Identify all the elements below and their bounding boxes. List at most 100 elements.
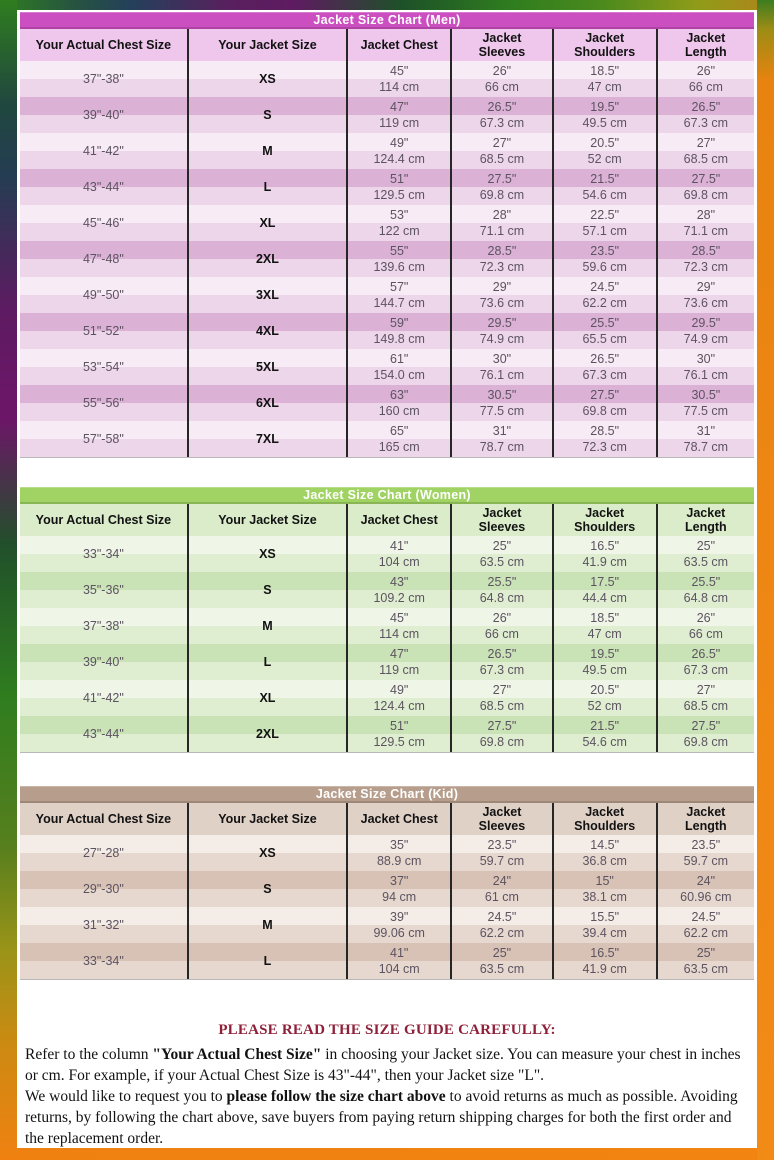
value-cm: 66 cm <box>484 627 519 641</box>
value-cm: 74.9 cm <box>479 332 525 346</box>
value-inches: 15.5" <box>590 910 620 924</box>
value-cm: 52 cm <box>587 152 622 166</box>
cell-jacket-length: 27" 68.5 cm <box>658 680 754 716</box>
value-cm: 63.5 cm <box>479 962 525 976</box>
value-inches: 51" <box>390 719 409 733</box>
value-cm: 59.7 cm <box>479 854 525 868</box>
column-header-jacket-chest: Jacket Chest <box>348 803 453 835</box>
cell-jacket-chest: 61" 154.0 cm <box>348 349 453 385</box>
value-inches: 35" <box>390 838 409 852</box>
value-cm: 88.9 cm <box>376 854 422 868</box>
value-inches: 43" <box>390 575 409 589</box>
value-inches: 18.5" <box>590 611 620 625</box>
value-inches: 41" <box>390 539 409 553</box>
cell-jacket-chest: 45" 114 cm <box>348 608 453 644</box>
value-cm: 67.3 cm <box>479 116 525 130</box>
cell-jacket-shoulders: 16.5" 41.9 cm <box>554 943 658 979</box>
value-inches: 31" <box>696 424 716 438</box>
value-cm: 68.5 cm <box>683 152 729 166</box>
kid-table-title: Jacket Size Chart (Kid) <box>20 786 754 803</box>
value-cm: 68.5 cm <box>479 152 525 166</box>
value-cm: 54.6 cm <box>582 188 627 202</box>
cell-jacket-sleeves: 30" 76.1 cm <box>452 349 554 385</box>
column-header-jacket-size: Your Jacket Size <box>189 29 349 61</box>
value-inches: 61" <box>390 352 409 366</box>
cell-jacket-length: 29.5" 74.9 cm <box>658 313 754 349</box>
size-row-l: 43"-44" L 51" 129.5 cm 27.5" 69.8 cm 21.5" 54.6… <box>20 169 754 205</box>
cell-jacket-chest: 47" 119 cm <box>348 97 453 133</box>
value-cm: 129.5 cm <box>373 735 425 749</box>
value-inches: 26" <box>492 611 512 625</box>
cell-jacket-shoulders: 14.5" 36.8 cm <box>554 835 658 871</box>
value-inches: 20.5" <box>590 136 620 150</box>
cell-jacket-length: 25" 63.5 cm <box>658 943 754 979</box>
value-inches: 24.5" <box>691 910 721 924</box>
value-inches: 30" <box>492 352 512 366</box>
cell-jacket-length: 28" 71.1 cm <box>658 205 754 241</box>
value-cm: 139.6 cm <box>373 260 425 274</box>
size-row-m: 31"-32" M 39" 99.06 cm 24.5" 62.2 cm 15.5" 39.4… <box>20 907 754 943</box>
value-inches: 29.5" <box>487 316 517 330</box>
cell-jacket-size: 3XL <box>189 277 349 313</box>
size-row-xl: 45"-46" XL 53" 122 cm 28" 71.1 cm 22.5" 57.1 cm… <box>20 205 754 241</box>
value-inches: 28.5" <box>691 244 721 258</box>
column-header-jacket-shoulders: Jacket Shoulders <box>554 803 658 835</box>
value-cm: 144.7 cm <box>373 296 425 310</box>
value-inches: 27.5" <box>487 719 517 733</box>
cell-jacket-sleeves: 24.5" 62.2 cm <box>452 907 554 943</box>
size-row-2xl: 47"-48" 2XL 55" 139.6 cm 28.5" 72.3 cm 23.5" 59… <box>20 241 754 277</box>
value-inches: 63" <box>390 388 409 402</box>
value-inches: 26.5" <box>487 647 517 661</box>
cell-chest-size: 39"-40" <box>20 644 189 680</box>
cell-jacket-shoulders: 26.5" 67.3 cm <box>554 349 658 385</box>
value-cm: 47 cm <box>587 80 622 94</box>
men-table-body: 37"-38" XS 45" 114 cm 26" 66 cm 18.5" 47 cm 26" 6… <box>20 61 754 458</box>
cell-jacket-sleeves: 25" 63.5 cm <box>452 536 554 572</box>
value-cm: 63.5 cm <box>683 555 729 569</box>
value-inches: 16.5" <box>590 539 620 553</box>
value-inches: 45" <box>390 611 409 625</box>
cell-chest-size: 45"-46" <box>20 205 189 241</box>
women-size-chart-table: Jacket Size Chart (Women) Your Actual Ch… <box>20 487 754 753</box>
cell-jacket-length: 25" 63.5 cm <box>658 536 754 572</box>
cell-jacket-size: 5XL <box>189 349 349 385</box>
column-header-chest-size: Your Actual Chest Size <box>20 504 189 536</box>
cell-jacket-size: XL <box>189 680 349 716</box>
value-cm: 71.1 cm <box>479 224 525 238</box>
value-cm: 109.2 cm <box>373 591 425 605</box>
cell-jacket-chest: 45" 114 cm <box>348 61 453 97</box>
value-cm: 72.3 cm <box>479 260 525 274</box>
value-inches: 49" <box>390 136 409 150</box>
cell-jacket-shoulders: 20.5" 52 cm <box>554 680 658 716</box>
value-inches: 26" <box>696 611 716 625</box>
value-inches: 22.5" <box>590 208 620 222</box>
cell-jacket-size: 6XL <box>189 385 349 421</box>
content-area: Jacket Size Chart (Men) Your Actual Ches… <box>17 10 757 1148</box>
cell-jacket-chest: 49" 124.4 cm <box>348 680 453 716</box>
value-cm: 66 cm <box>688 80 723 94</box>
cell-jacket-sleeves: 30.5" 77.5 cm <box>452 385 554 421</box>
value-cm: 154.0 cm <box>373 368 425 382</box>
value-cm: 73.6 cm <box>683 296 729 310</box>
cell-jacket-size: M <box>189 608 349 644</box>
value-cm: 63.5 cm <box>479 555 525 569</box>
value-cm: 69.8 cm <box>683 735 729 749</box>
value-inches: 24" <box>696 874 716 888</box>
column-header-jacket-chest: Jacket Chest <box>348 504 453 536</box>
women-table-title: Jacket Size Chart (Women) <box>20 487 754 504</box>
cell-jacket-sleeves: 27.5" 69.8 cm <box>452 716 554 752</box>
cell-jacket-size: 2XL <box>189 241 349 277</box>
value-cm: 67.3 cm <box>683 116 729 130</box>
value-cm: 119 cm <box>379 663 420 677</box>
cell-jacket-chest: 41" 104 cm <box>348 943 453 979</box>
value-cm: 39.4 cm <box>582 926 627 940</box>
men-size-chart-table: Jacket Size Chart (Men) Your Actual Ches… <box>20 12 754 458</box>
size-row-m: 37"-38" M 45" 114 cm 26" 66 cm 18.5" 47 cm 26" 66… <box>20 608 754 644</box>
value-inches: 26" <box>696 64 716 78</box>
value-cm: 61 cm <box>484 890 519 904</box>
value-inches: 30.5" <box>691 388 721 402</box>
cell-jacket-length: 26.5" 67.3 cm <box>658 97 754 133</box>
value-inches: 14.5" <box>590 838 620 852</box>
cell-jacket-shoulders: 23.5" 59.6 cm <box>554 241 658 277</box>
frame-top-border <box>0 0 774 10</box>
